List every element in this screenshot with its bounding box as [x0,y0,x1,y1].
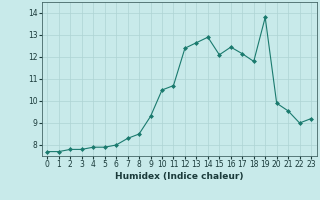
X-axis label: Humidex (Indice chaleur): Humidex (Indice chaleur) [115,172,244,181]
